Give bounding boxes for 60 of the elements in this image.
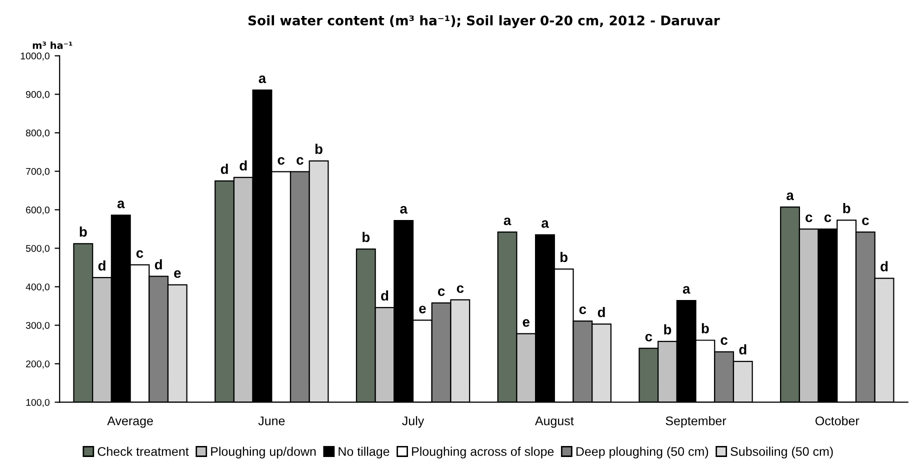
- data-label: a: [117, 200, 125, 208]
- y-axis-title: m³ ha⁻¹: [32, 41, 72, 49]
- x-tick-label: June: [258, 416, 285, 426]
- data-label: e: [419, 306, 426, 314]
- data-label: c: [720, 337, 728, 345]
- data-label: d: [880, 261, 888, 272]
- legend-label: Check treatment: [98, 446, 189, 456]
- data-label: d: [381, 290, 388, 301]
- y-tick-label: 600,0: [26, 206, 50, 215]
- y-tick-label: 100,0: [26, 398, 50, 407]
- data-label: c: [136, 250, 144, 258]
- data-label: b: [362, 232, 370, 242]
- x-tick-label: October: [816, 416, 860, 426]
- data-label: e: [522, 319, 530, 327]
- data-label: b: [80, 226, 87, 237]
- data-label: c: [278, 157, 285, 165]
- data-label: b: [702, 323, 709, 334]
- legend-label: No tillage: [338, 446, 390, 458]
- data-label: c: [824, 214, 832, 222]
- y-tick-label: 900,0: [26, 91, 50, 100]
- data-label: a: [504, 218, 512, 226]
- legend-label: Ploughing across of slope: [412, 446, 554, 458]
- y-tick-label: 700,0: [26, 168, 50, 176]
- data-label: d: [154, 259, 162, 270]
- data-label: a: [542, 220, 549, 228]
- data-label: a: [682, 286, 690, 294]
- data-label: d: [98, 260, 106, 271]
- data-label: a: [400, 206, 408, 214]
- x-tick-label: July: [402, 416, 424, 428]
- y-tick-label: 500,0: [26, 244, 50, 254]
- data-label: d: [240, 160, 247, 171]
- data-label: c: [645, 334, 652, 342]
- data-label: c: [438, 288, 445, 296]
- data-label: c: [862, 218, 869, 226]
- legend-label: Deep ploughing (50 cm): [576, 446, 708, 458]
- data-label: c: [579, 306, 586, 314]
- data-label: c: [296, 157, 304, 165]
- data-label: c: [806, 214, 812, 222]
- y-tick-label: 300,0: [26, 322, 50, 330]
- data-label: b: [843, 203, 850, 214]
- x-tick-label: September: [666, 416, 726, 428]
- y-tick-label: 1000,0: [20, 52, 50, 61]
- chart-title: Soil water content (m³ ha⁻¹); Soil layer 0-20 cm, 2012 - Daruvar: [248, 15, 720, 28]
- data-label: d: [739, 344, 746, 355]
- data-label: b: [315, 144, 322, 154]
- data-label: d: [220, 164, 228, 174]
- x-tick-label: August: [534, 416, 574, 428]
- y-tick-label: 200,0: [26, 360, 50, 368]
- data-label: b: [560, 252, 568, 262]
- data-label: c: [456, 285, 464, 293]
- y-tick-label: 400,0: [26, 283, 50, 292]
- data-label: a: [786, 192, 794, 200]
- data-label: e: [174, 270, 181, 278]
- data-label: a: [258, 76, 266, 84]
- data-label: d: [598, 306, 605, 318]
- y-tick-label: 800,0: [26, 130, 50, 138]
- legend-label: Subsoiling (50 cm): [730, 446, 833, 458]
- data-label: b: [664, 324, 672, 334]
- legend-label: Ploughing up/down: [211, 446, 316, 458]
- x-tick-label: Average: [107, 416, 153, 428]
